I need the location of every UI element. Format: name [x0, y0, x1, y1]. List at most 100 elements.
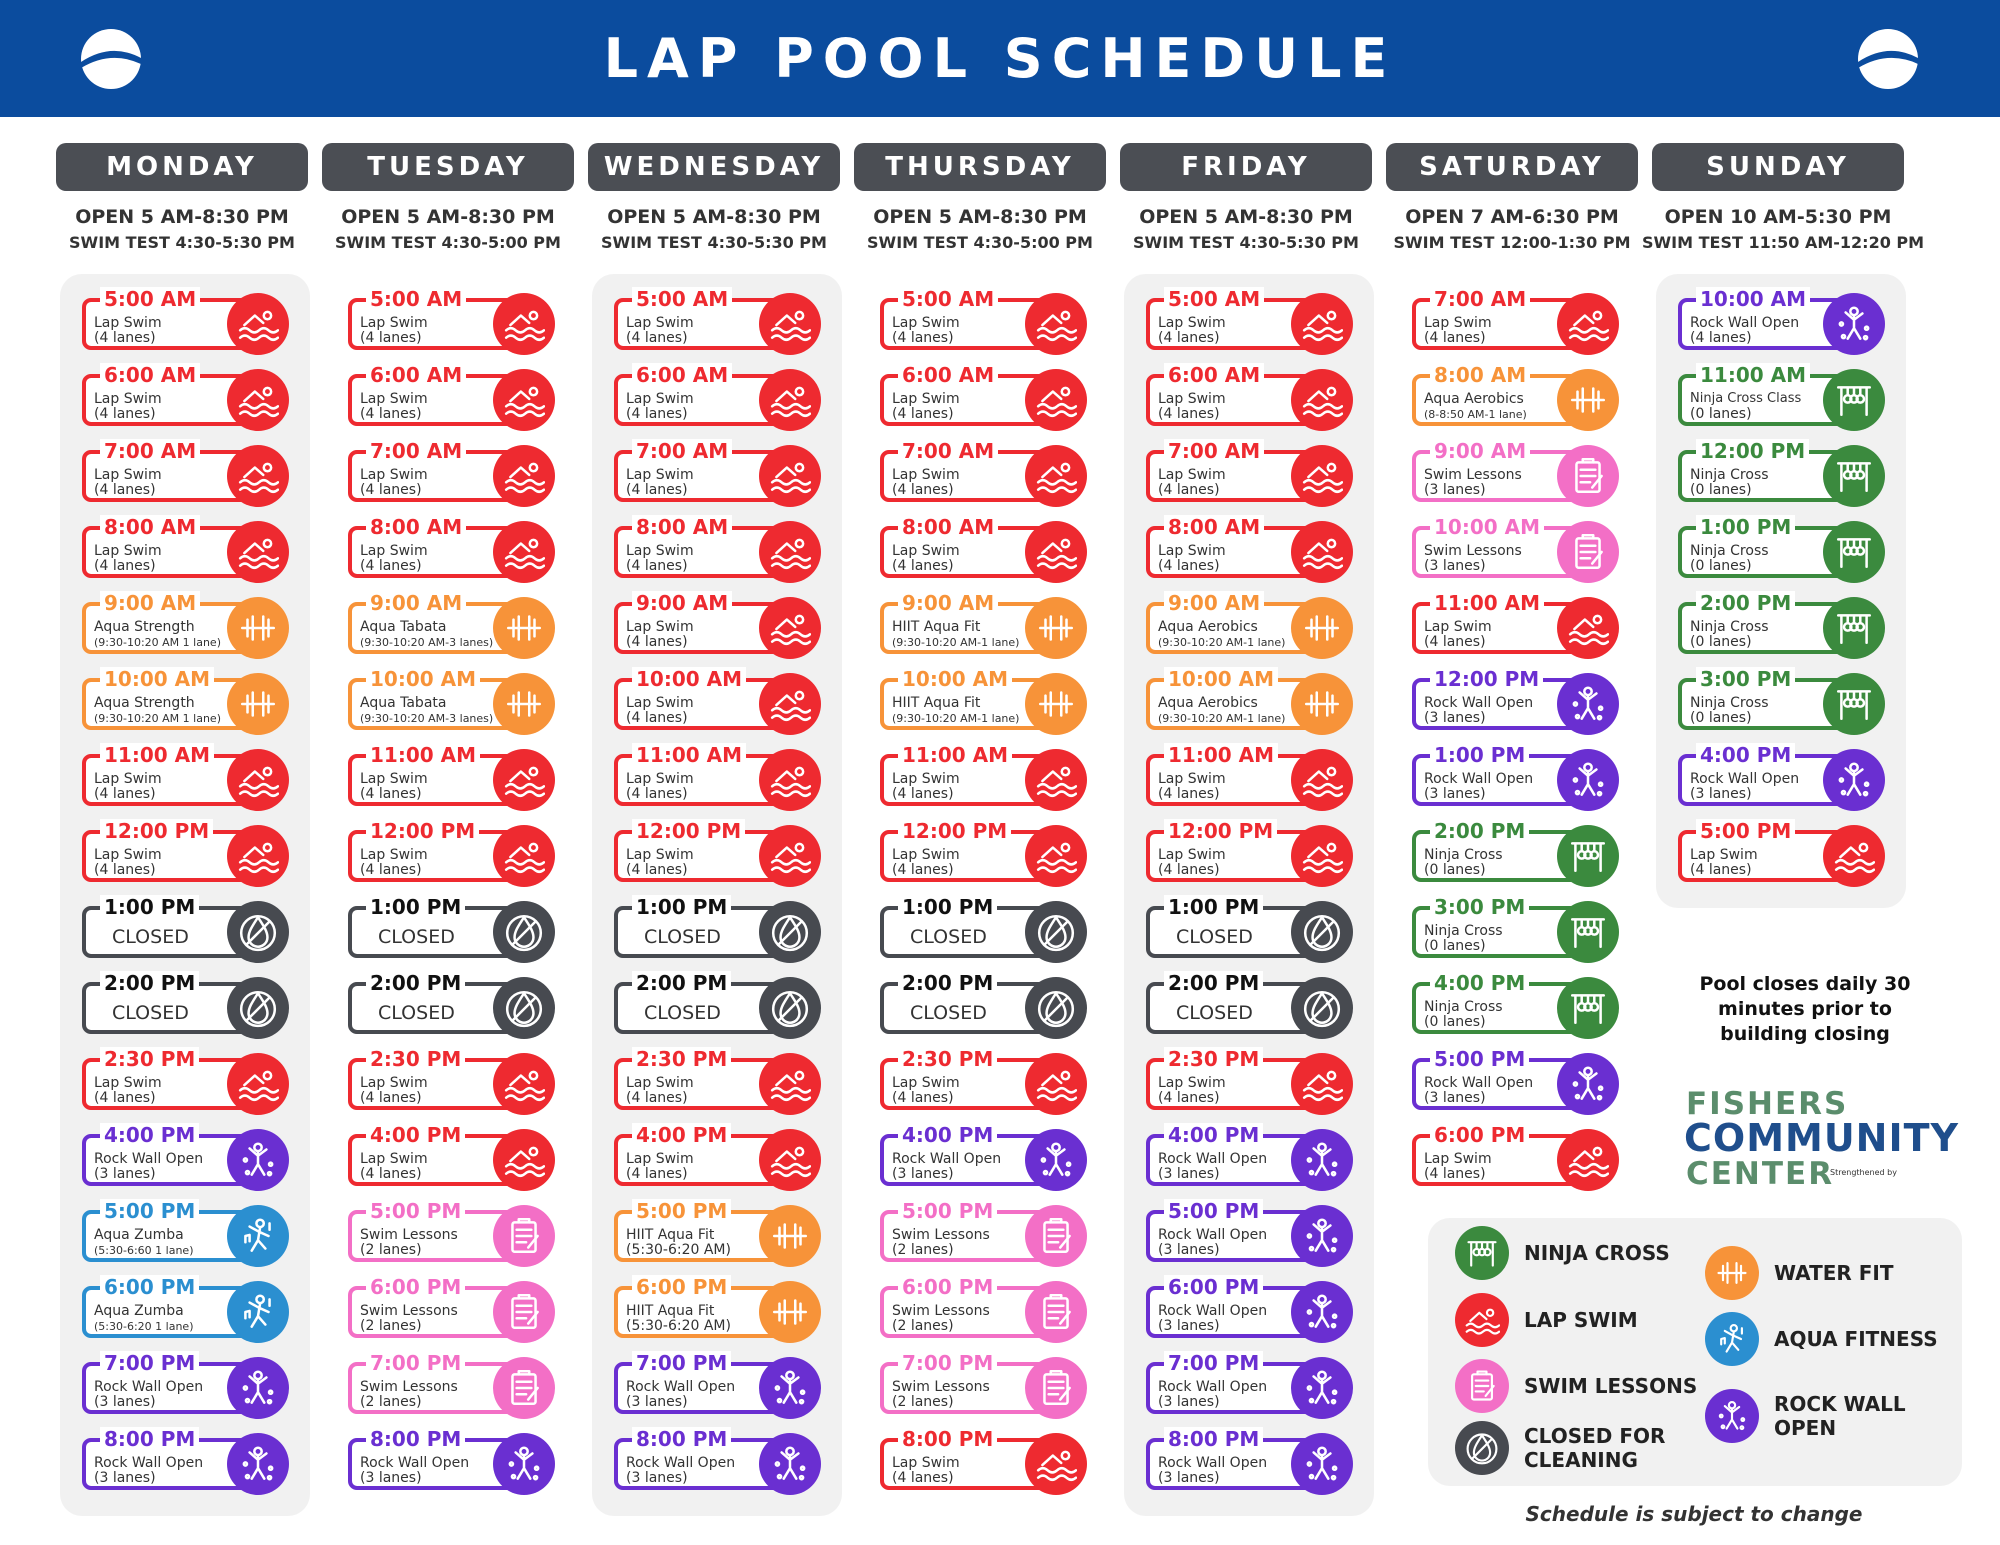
slot-time: 5:00 PM: [1430, 1047, 1530, 1071]
slot-time: 8:00 AM: [632, 515, 733, 539]
icon: [1036, 842, 1077, 874]
day-hours: OPEN 10 AM-5:30 PM: [1664, 206, 1892, 228]
icon: [1302, 386, 1343, 418]
slot-time: 8:00 AM: [1164, 515, 1265, 539]
slot-icon: [493, 445, 555, 507]
slot-status: CLOSED: [910, 926, 987, 948]
icon: [1836, 386, 1872, 416]
slot-time: 5:00 PM: [898, 1199, 998, 1223]
slot-detail: (2 lanes): [892, 1394, 954, 1410]
slot-time: 10:00 AM: [898, 667, 1013, 691]
slot-time: 5:00 AM: [1164, 287, 1265, 311]
slot-activity: HIIT Aqua Fit: [892, 695, 981, 711]
slot-icon: [227, 1205, 289, 1267]
slot-activity: Swim Lessons: [360, 1303, 458, 1319]
slot-icon: [227, 901, 289, 963]
icon: [1718, 1400, 1746, 1431]
slot-detail: (9:30-10:20 AM 1 lane): [94, 636, 221, 649]
slot-time: 8:00 PM: [366, 1427, 466, 1451]
slot-icon: [1823, 673, 1885, 735]
slot-activity: Ninja Cross Class: [1690, 391, 1802, 406]
logo-left: [81, 29, 141, 89]
slot-activity: Rock Wall Open: [1690, 315, 1800, 331]
slot-activity: Rock Wall Open: [626, 1379, 736, 1395]
slot-detail: (3 lanes): [892, 1166, 954, 1182]
slot-time: 9:00 AM: [100, 591, 201, 615]
slot-time: 5:00 AM: [632, 287, 733, 311]
slot-activity: Ninja Cross: [1690, 543, 1769, 559]
slot-activity: Ninja Cross: [1690, 619, 1769, 635]
slot-time: 7:00 PM: [1164, 1351, 1264, 1375]
icon: [238, 462, 279, 494]
icon: [770, 310, 811, 342]
slot-icon: [1291, 977, 1353, 1039]
slot-icon: [227, 369, 289, 431]
slot-icon: [1291, 1281, 1353, 1343]
slot-activity: Swim Lessons: [1424, 467, 1522, 483]
slot-time: 11:00 AM: [100, 743, 215, 767]
slot-icon: [759, 901, 821, 963]
slot-activity: Rock Wall Open: [94, 1379, 204, 1395]
icon: [770, 386, 811, 418]
slot-activity: Lap Swim: [360, 315, 428, 331]
icon: [1304, 691, 1340, 717]
slot-icon: [227, 1053, 289, 1115]
slot-status: CLOSED: [112, 1002, 189, 1024]
slot-time: 4:00 PM: [1164, 1123, 1264, 1147]
slot-time: 6:00 PM: [898, 1275, 998, 1299]
slot-icon: [493, 1129, 555, 1191]
icon: [1838, 762, 1870, 797]
slot-activity: Aqua Strength: [94, 619, 195, 635]
slot-activity: Lap Swim: [892, 467, 960, 483]
slot-icon: [227, 673, 289, 735]
slot-status: CLOSED: [1176, 926, 1253, 948]
slot-detail: (9:30-10:20 AM-1 lane): [1158, 712, 1286, 725]
icon: [1302, 1070, 1343, 1102]
slot-activity: Aqua Zumba: [94, 1303, 184, 1319]
day-tab: WEDNESDAY: [588, 143, 840, 191]
icon: [1036, 462, 1077, 494]
slot-icon: [493, 825, 555, 887]
slot-activity: Lap Swim: [94, 543, 162, 559]
slot-time: 8:00 AM: [366, 515, 467, 539]
slot-time: 10:00 AM: [632, 667, 747, 691]
slot-detail: (4 lanes): [360, 406, 422, 422]
slot-icon: [759, 749, 821, 811]
icon: [772, 1299, 808, 1325]
slot-detail: (4 lanes): [892, 1470, 954, 1486]
slot-time: 10:00 AM: [366, 667, 481, 691]
slot-activity: Lap Swim: [1158, 771, 1226, 787]
slot-detail: (0 lanes): [1690, 634, 1752, 650]
slot-activity: Lap Swim: [626, 1075, 694, 1091]
slot-activity: Rock Wall Open: [892, 1151, 1002, 1167]
slot-icon: [493, 597, 555, 659]
slot-icon: [1025, 673, 1087, 735]
slot-time: 7:00 AM: [1164, 439, 1265, 463]
slot-icon: [227, 825, 289, 887]
slot-time: 9:00 AM: [366, 591, 467, 615]
icon: [1575, 533, 1603, 570]
slot-icon: [493, 521, 555, 583]
slot-time: 5:00 AM: [898, 287, 999, 311]
icon: [238, 1070, 279, 1102]
slot-activity: Aqua Tabata: [360, 695, 447, 711]
slot-activity: Rock Wall Open: [1158, 1151, 1268, 1167]
icon: [511, 1217, 539, 1254]
slot-icon: [1025, 825, 1087, 887]
slot-activity: Aqua Aerobics: [1158, 619, 1258, 635]
slot-icon: [1557, 977, 1619, 1039]
slot-icon: [227, 977, 289, 1039]
slot-detail: (3 lanes): [1424, 1090, 1486, 1106]
slot-icon: [1557, 673, 1619, 735]
slot-detail: (4 lanes): [626, 862, 688, 878]
slot-activity: Lap Swim: [1158, 847, 1226, 863]
slot-status: CLOSED: [112, 926, 189, 948]
slot-time: 11:00 AM: [366, 743, 481, 767]
icon: [770, 1070, 811, 1102]
slot-time: 2:30 PM: [100, 1047, 200, 1071]
slot-icon: [227, 749, 289, 811]
icon: [1036, 386, 1077, 418]
swim-test: SWIM TEST 12:00-1:30 PM: [1393, 233, 1631, 252]
slot-detail: (4 lanes): [360, 786, 422, 802]
slot-time: 3:00 PM: [1696, 667, 1796, 691]
